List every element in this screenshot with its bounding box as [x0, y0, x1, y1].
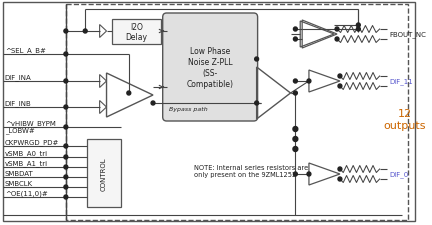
Circle shape [356, 24, 360, 28]
Text: NOTE: Internal series resistors are
only present on the 9ZML1252: NOTE: Internal series resistors are only… [194, 164, 308, 178]
Bar [66, 5, 408, 220]
Circle shape [356, 28, 360, 32]
Circle shape [255, 58, 259, 62]
Circle shape [293, 147, 298, 152]
Text: SMBCLK: SMBCLK [5, 180, 33, 186]
Circle shape [64, 106, 68, 110]
Text: DIF_0: DIF_0 [389, 171, 409, 178]
Circle shape [307, 80, 311, 84]
Circle shape [338, 85, 342, 89]
Text: I2O
Delay: I2O Delay [126, 23, 148, 42]
Circle shape [335, 38, 339, 42]
Circle shape [293, 137, 298, 142]
Text: 12
outputs: 12 outputs [384, 109, 426, 130]
Text: CONTROL: CONTROL [101, 157, 107, 190]
Text: DIF_11: DIF_11 [389, 78, 413, 85]
Text: _LOBW#: _LOBW# [5, 127, 35, 133]
Text: Bypass path: Bypass path [168, 106, 207, 112]
Text: CKPWRGD_PD#: CKPWRGD_PD# [5, 139, 59, 145]
Circle shape [293, 92, 297, 96]
Circle shape [64, 126, 68, 129]
Circle shape [64, 155, 68, 159]
Circle shape [64, 80, 68, 84]
Circle shape [338, 177, 342, 181]
Circle shape [293, 127, 298, 132]
Circle shape [64, 53, 68, 57]
Text: SMBDAT: SMBDAT [5, 170, 34, 176]
Circle shape [338, 75, 342, 79]
Text: vSMB_A0_tri: vSMB_A0_tri [5, 150, 48, 156]
FancyBboxPatch shape [163, 14, 257, 122]
Circle shape [307, 172, 311, 176]
Text: Low Phase
Noise Z-PLL
(SS-
Compatible): Low Phase Noise Z-PLL (SS- Compatible) [187, 47, 234, 89]
Circle shape [64, 30, 68, 34]
Circle shape [293, 172, 297, 176]
Circle shape [293, 80, 297, 84]
Circle shape [64, 144, 68, 148]
Text: ^SEL_A_B#: ^SEL_A_B# [5, 47, 46, 54]
Circle shape [127, 92, 131, 96]
Bar [87, 139, 121, 207]
Circle shape [293, 38, 297, 42]
Circle shape [83, 30, 87, 34]
Circle shape [64, 185, 68, 189]
Text: DIF_INB: DIF_INB [5, 100, 32, 106]
Text: ^vHIBW_BYPM: ^vHIBW_BYPM [5, 120, 56, 126]
Bar [112, 20, 161, 45]
Circle shape [64, 165, 68, 169]
Circle shape [64, 195, 68, 199]
Text: vSMB_A1_tri: vSMB_A1_tri [5, 160, 48, 166]
Circle shape [293, 28, 297, 32]
Circle shape [335, 28, 339, 32]
Text: ^OE(11,0)#: ^OE(11,0)# [5, 190, 48, 196]
Circle shape [151, 101, 155, 106]
Circle shape [64, 175, 68, 179]
Text: DIF_INA: DIF_INA [5, 74, 32, 81]
Circle shape [255, 101, 259, 106]
Text: FBOUT_NC: FBOUT_NC [389, 32, 426, 38]
Circle shape [338, 167, 342, 171]
